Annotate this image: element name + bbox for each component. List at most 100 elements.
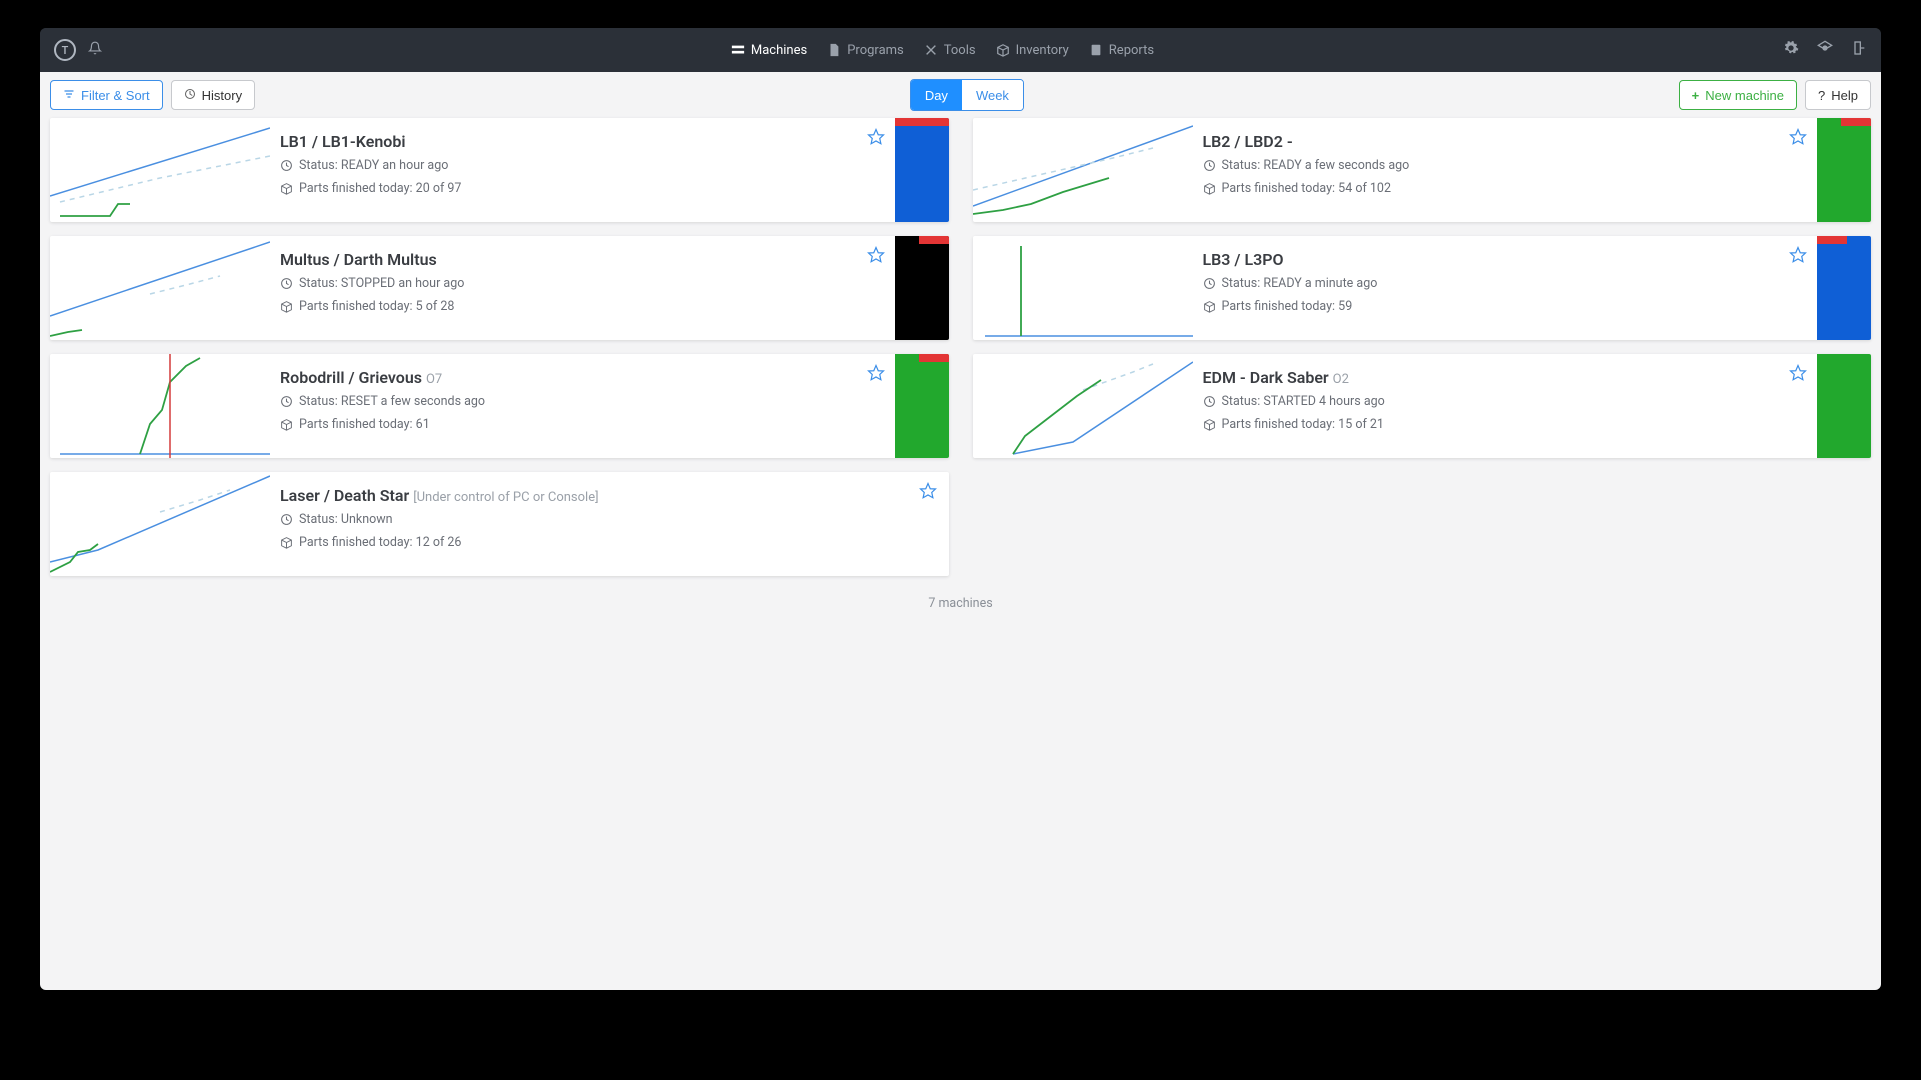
box-icon <box>280 182 293 195</box>
exit-icon[interactable] <box>1851 40 1867 60</box>
status-bar <box>895 354 949 458</box>
nav-machines[interactable]: Machines <box>731 43 807 58</box>
machine-parts: Parts finished today: 15 of 21 <box>1203 417 1862 432</box>
machine-card[interactable]: Laser / Death Star [Under control of PC … <box>50 472 949 576</box>
logo[interactable]: T <box>54 39 76 61</box>
plus-icon: + <box>1692 88 1700 103</box>
favorite-star[interactable] <box>1789 364 1807 382</box>
box-icon <box>1203 182 1216 195</box>
machine-title: LB2 / LBD2 - <box>1203 132 1862 151</box>
reports-icon <box>1089 43 1103 57</box>
bell-icon[interactable] <box>88 41 102 59</box>
machines-icon <box>731 43 745 57</box>
machine-card[interactable]: Robodrill / Grievous O7 Status: RESET a … <box>50 354 949 458</box>
tools-icon <box>924 43 938 57</box>
machine-title: EDM - Dark Saber O2 <box>1203 368 1862 387</box>
machine-subtitle: O2 <box>1333 372 1349 387</box>
history-icon <box>184 88 196 103</box>
favorite-star[interactable] <box>1789 128 1807 146</box>
nav-tools-label: Tools <box>944 43 976 58</box>
machine-sparkline <box>973 354 1193 458</box>
status-bar <box>1817 118 1871 222</box>
machine-title: Multus / Darth Multus <box>280 250 939 269</box>
machine-status: Status: READY an hour ago <box>280 158 939 173</box>
machine-parts: Parts finished today: 12 of 26 <box>280 535 939 550</box>
alert-tab <box>895 118 949 126</box>
clock-icon <box>1203 395 1216 408</box>
nav-reports-label: Reports <box>1109 43 1154 58</box>
help-button[interactable]: ? Help <box>1805 80 1871 110</box>
machine-count: 7 machines <box>40 586 1881 621</box>
favorite-star[interactable] <box>919 482 937 500</box>
nav-programs-label: Programs <box>847 43 904 58</box>
nav-programs[interactable]: Programs <box>827 43 904 58</box>
machine-parts: Parts finished today: 54 of 102 <box>1203 181 1862 196</box>
box-icon <box>280 536 293 549</box>
status-bar <box>1817 354 1871 458</box>
status-bar <box>895 118 949 222</box>
machine-card[interactable]: LB3 / L3PO Status: READY a minute ago Pa… <box>973 236 1872 340</box>
machine-card[interactable]: EDM - Dark Saber O2 Status: STARTED 4 ho… <box>973 354 1872 458</box>
machine-sparkline <box>50 236 270 340</box>
alert-tab <box>919 354 949 362</box>
status-bar <box>895 236 949 340</box>
history-button[interactable]: History <box>171 80 255 110</box>
nav-tools[interactable]: Tools <box>924 43 976 58</box>
machine-status: Status: STOPPED an hour ago <box>280 276 939 291</box>
clock-icon <box>280 513 293 526</box>
history-label: History <box>202 88 242 103</box>
day-week-toggle: Day Week <box>910 79 1024 111</box>
favorite-star[interactable] <box>867 128 885 146</box>
toggle-day[interactable]: Day <box>911 80 962 110</box>
gear-icon[interactable] <box>1783 40 1799 60</box>
nav-reports[interactable]: Reports <box>1089 43 1154 58</box>
machine-card[interactable]: LB1 / LB1-Kenobi Status: READY an hour a… <box>50 118 949 222</box>
new-machine-button[interactable]: + New machine <box>1679 80 1797 110</box>
machine-card[interactable]: LB2 / LBD2 - Status: READY a few seconds… <box>973 118 1872 222</box>
programs-icon <box>827 43 841 57</box>
alert-tab <box>919 236 949 244</box>
machine-card[interactable]: Multus / Darth Multus Status: STOPPED an… <box>50 236 949 340</box>
clock-icon <box>1203 277 1216 290</box>
machine-sparkline <box>973 118 1193 222</box>
machine-title: LB1 / LB1-Kenobi <box>280 132 939 151</box>
machine-sparkline <box>973 236 1193 340</box>
machine-status: Status: READY a minute ago <box>1203 276 1862 291</box>
clock-icon <box>280 159 293 172</box>
inventory-icon <box>996 43 1010 57</box>
favorite-star[interactable] <box>867 246 885 264</box>
machine-subtitle: [Under control of PC or Console] <box>413 490 598 505</box>
help-label: Help <box>1831 88 1858 103</box>
clock-icon <box>1203 159 1216 172</box>
nav-machines-label: Machines <box>751 43 807 58</box>
machine-title: Robodrill / Grievous O7 <box>280 368 939 387</box>
machine-status: Status: READY a few seconds ago <box>1203 158 1862 173</box>
machine-status: Status: RESET a few seconds ago <box>280 394 939 409</box>
question-icon: ? <box>1818 88 1825 103</box>
box-icon <box>1203 300 1216 313</box>
status-bar <box>1817 236 1871 340</box>
machine-title: Laser / Death Star [Under control of PC … <box>280 486 939 505</box>
filter-icon <box>63 88 75 103</box>
filter-sort-button[interactable]: Filter & Sort <box>50 80 163 110</box>
machine-sparkline <box>50 118 270 222</box>
favorite-star[interactable] <box>1789 246 1807 264</box>
clock-icon <box>280 277 293 290</box>
nav-inventory[interactable]: Inventory <box>996 43 1069 58</box>
machine-parts: Parts finished today: 59 <box>1203 299 1862 314</box>
box-icon <box>280 418 293 431</box>
alert-tab <box>1841 118 1871 126</box>
nav-inventory-label: Inventory <box>1016 43 1069 58</box>
alert-tab <box>1817 236 1847 244</box>
filter-label: Filter & Sort <box>81 88 150 103</box>
machine-title: LB3 / L3PO <box>1203 250 1862 269</box>
machine-sparkline <box>50 472 270 576</box>
machine-status: Status: STARTED 4 hours ago <box>1203 394 1862 409</box>
favorite-star[interactable] <box>867 364 885 382</box>
help-icon[interactable] <box>1817 40 1833 60</box>
box-icon <box>1203 418 1216 431</box>
machine-sparkline <box>50 354 270 458</box>
box-icon <box>280 300 293 313</box>
machine-parts: Parts finished today: 61 <box>280 417 939 432</box>
toggle-week[interactable]: Week <box>962 80 1023 110</box>
